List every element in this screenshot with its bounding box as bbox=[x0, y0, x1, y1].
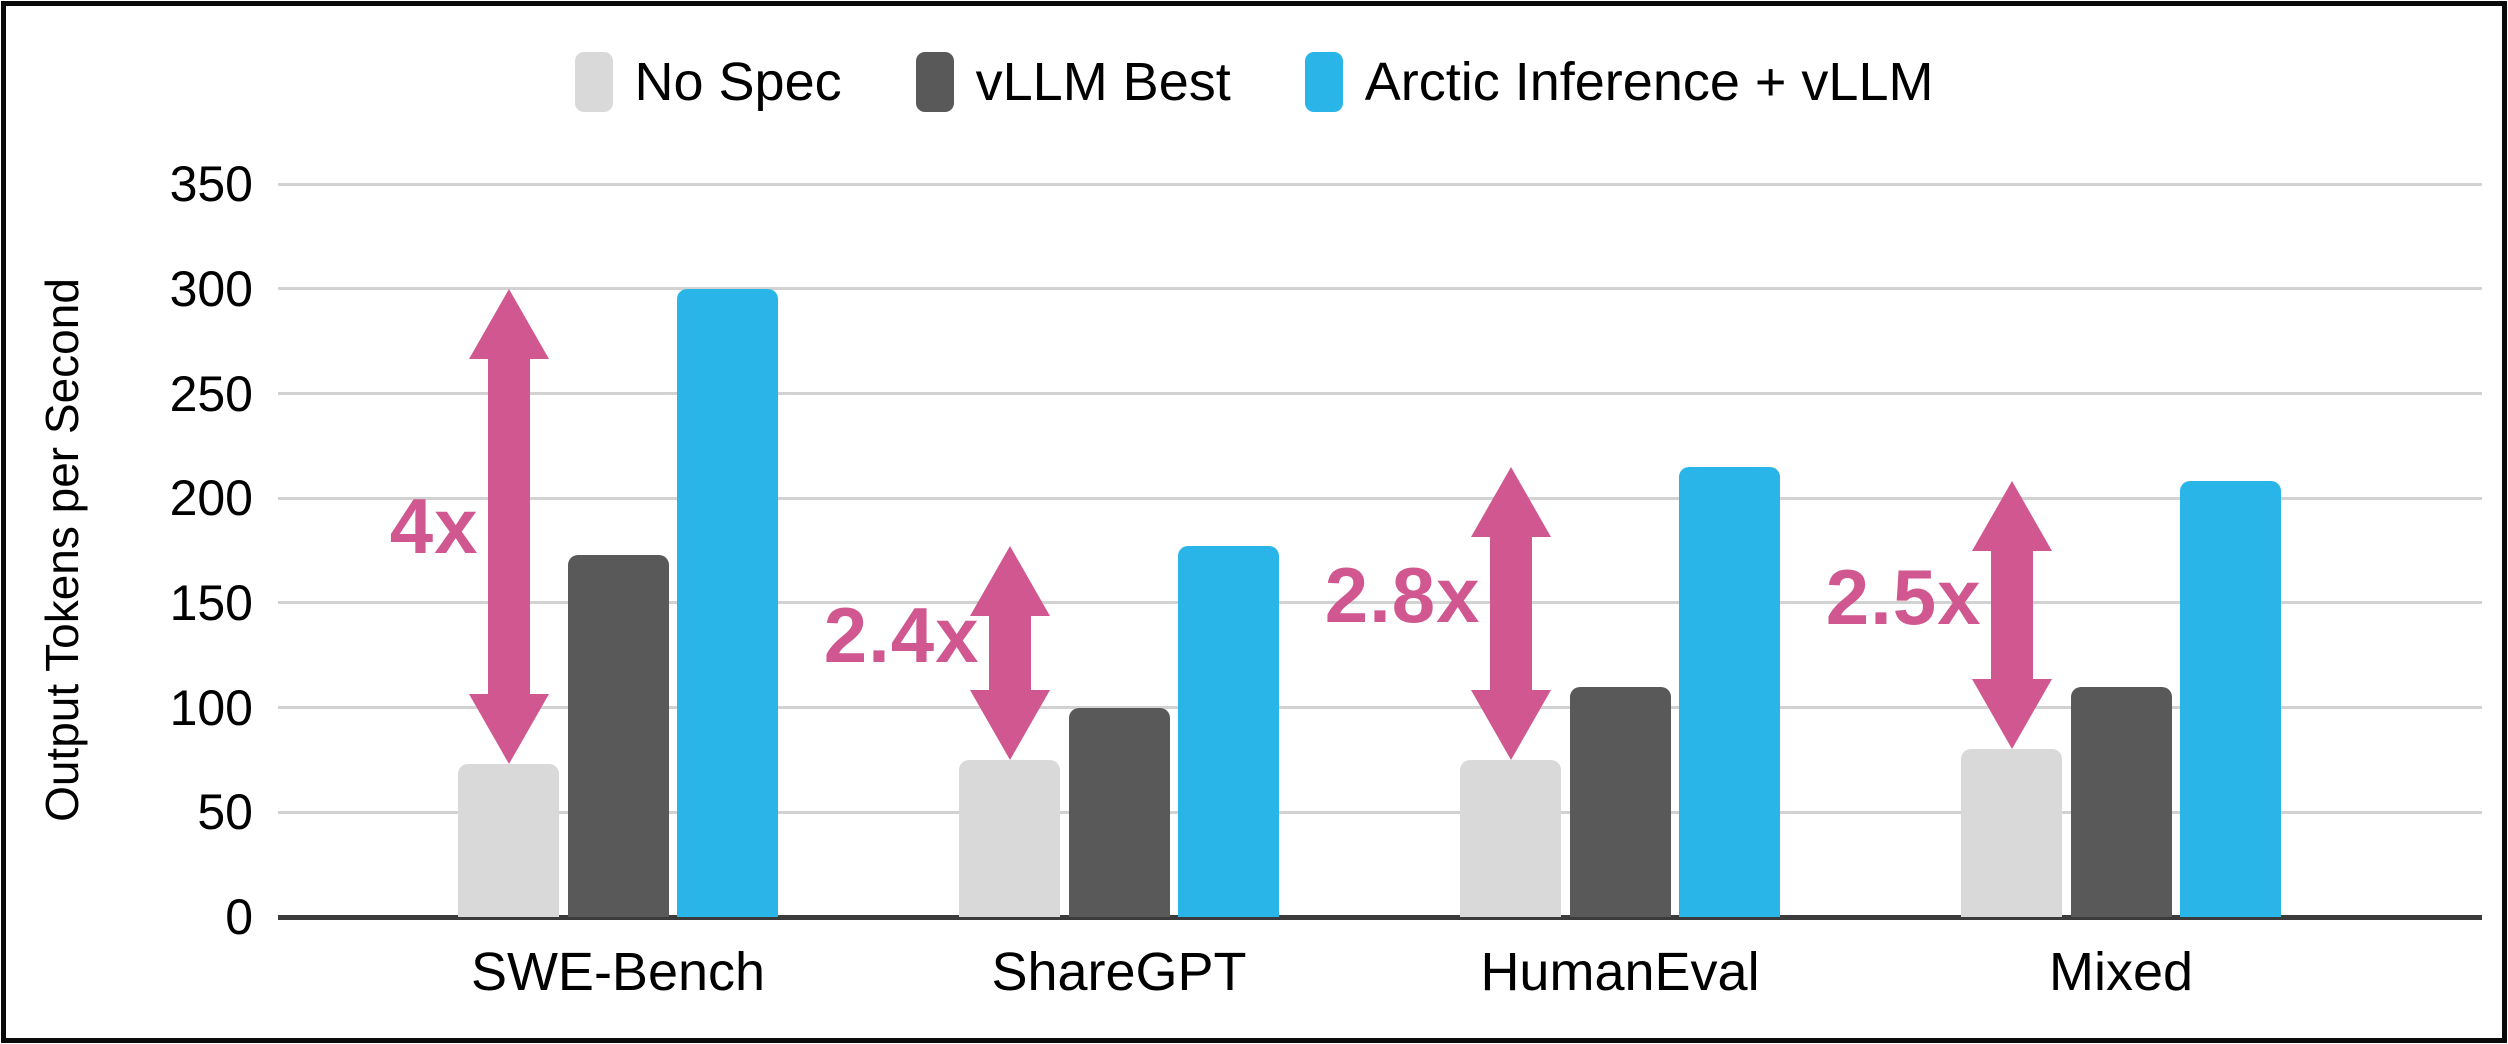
y-tick-label: 150 bbox=[169, 574, 253, 631]
bar-mixed-no-spec bbox=[1961, 749, 2062, 917]
arrow-down-icon bbox=[1971, 679, 2052, 750]
y-tick-label: 300 bbox=[169, 260, 253, 317]
x-category-label: SWE-Bench bbox=[470, 942, 766, 1002]
speedup-arrow bbox=[1470, 466, 1551, 760]
arrow-shaft bbox=[487, 348, 530, 705]
bar-swe-bench-no-spec bbox=[458, 764, 559, 917]
gridline bbox=[278, 392, 2482, 395]
speedup-label: 4x bbox=[389, 482, 479, 571]
gridline bbox=[278, 496, 2482, 500]
bar-sharegpt-arctic-inference-vllm bbox=[1178, 546, 1279, 917]
speedup-arrow bbox=[1971, 481, 2052, 750]
arrow-shaft bbox=[988, 606, 1031, 700]
speedup-arrow bbox=[969, 546, 1050, 760]
arrow-up-icon bbox=[1470, 466, 1551, 537]
legend: No Spec vLLM Best Arctic Inference + vLLM bbox=[0, 52, 2508, 112]
arrow-down-icon bbox=[1470, 689, 1551, 760]
x-axis-line bbox=[278, 914, 2482, 920]
legend-label: No Spec bbox=[634, 52, 842, 112]
speedup-label: 2.4x bbox=[823, 591, 980, 680]
legend-item-0: No Spec bbox=[574, 52, 842, 112]
gridline bbox=[278, 182, 2482, 186]
y-tick-label: 100 bbox=[169, 679, 253, 736]
legend-item-1: vLLM Best bbox=[915, 52, 1231, 112]
y-tick-label: 200 bbox=[169, 470, 253, 527]
bar-mixed-vllm-best bbox=[2070, 686, 2172, 917]
bar-sharegpt-no-spec bbox=[959, 759, 1060, 917]
x-category-label: HumanEval bbox=[1480, 942, 1760, 1002]
bar-humaneval-arctic-inference-vllm bbox=[1679, 466, 1780, 917]
gridline bbox=[278, 601, 2482, 605]
bar-humaneval-no-spec bbox=[1460, 759, 1561, 917]
y-tick-label: 0 bbox=[225, 889, 253, 945]
gridline bbox=[278, 706, 2482, 710]
bar-swe-bench-arctic-inference-vllm bbox=[677, 288, 778, 917]
bar-swe-bench-vllm-best bbox=[567, 554, 669, 917]
legend-swatch-icon bbox=[915, 52, 954, 112]
arrow-down-icon bbox=[468, 694, 549, 765]
legend-label: vLLM Best bbox=[975, 52, 1231, 112]
x-category-label: Mixed bbox=[2048, 942, 2194, 1002]
speedup-arrow bbox=[468, 288, 549, 765]
x-category-label: ShareGPT bbox=[991, 942, 1247, 1002]
y-tick-label: 350 bbox=[169, 156, 253, 213]
legend-swatch-icon bbox=[1304, 52, 1343, 112]
bar-humaneval-vllm-best bbox=[1569, 686, 1671, 917]
gridline bbox=[278, 810, 2482, 814]
arrow-up-icon bbox=[468, 288, 549, 359]
gridline bbox=[278, 287, 2482, 291]
legend-item-2: Arctic Inference + vLLM bbox=[1304, 52, 1934, 112]
legend-label: Arctic Inference + vLLM bbox=[1364, 52, 1934, 112]
legend-swatch-icon bbox=[574, 52, 613, 112]
arrow-shaft bbox=[1990, 541, 2033, 690]
bar-mixed-arctic-inference-vllm bbox=[2180, 481, 2281, 917]
arrow-down-icon bbox=[969, 689, 1050, 760]
arrow-up-icon bbox=[969, 546, 1050, 617]
y-tick-label: 50 bbox=[197, 784, 253, 841]
arrow-shaft bbox=[1489, 526, 1532, 700]
arrow-up-icon bbox=[1971, 481, 2052, 552]
speedup-label: 2.5x bbox=[1825, 553, 1982, 642]
speedup-label: 2.8x bbox=[1324, 551, 1481, 640]
bar-sharegpt-vllm-best bbox=[1068, 707, 1170, 917]
y-tick-label: 250 bbox=[169, 365, 253, 422]
